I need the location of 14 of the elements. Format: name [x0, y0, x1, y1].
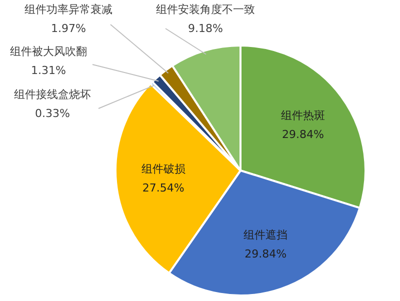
data-label: 9.18%	[188, 22, 223, 35]
slice-label: 组件热斑	[280, 109, 325, 122]
data-label: 29.84%	[244, 247, 287, 260]
slice-label: 组件遮挡	[244, 228, 288, 242]
data-label: 0.33%	[35, 107, 70, 120]
slice-label: 组件功率异常衰减	[24, 3, 112, 16]
slice-label: 组件被大风吹翻	[10, 45, 87, 58]
slice-label: 组件接线盒烧坏	[14, 88, 91, 101]
slice-label: 组件安装角度不一致	[156, 3, 255, 16]
data-label: 1.97%	[51, 22, 86, 35]
data-label: 27.54%	[142, 182, 184, 195]
data-label: 1.31%	[31, 64, 66, 77]
slice-label: 组件破损	[141, 162, 186, 176]
data-label: 29.84%	[282, 128, 324, 142]
